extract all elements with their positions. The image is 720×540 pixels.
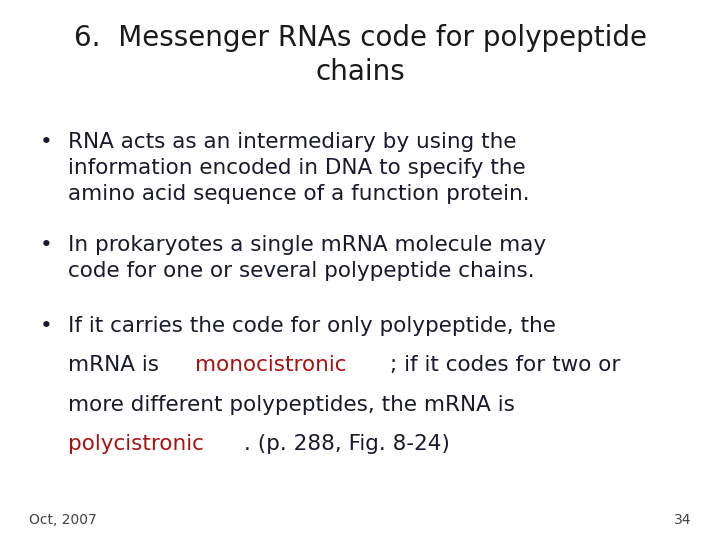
Text: polycistronic: polycistronic xyxy=(68,434,204,454)
Text: Oct, 2007: Oct, 2007 xyxy=(29,512,96,526)
Text: 34: 34 xyxy=(674,512,691,526)
Text: mRNA is: mRNA is xyxy=(68,355,166,375)
Text: more different polypeptides, the mRNA is: more different polypeptides, the mRNA is xyxy=(68,395,516,415)
Text: 6.  Messenger RNAs code for polypeptide
chains: 6. Messenger RNAs code for polypeptide c… xyxy=(73,24,647,86)
Text: monocistronic: monocistronic xyxy=(194,355,346,375)
Text: •: • xyxy=(40,235,53,255)
Text: •: • xyxy=(40,316,53,336)
Text: RNA acts as an intermediary by using the
information encoded in DNA to specify t: RNA acts as an intermediary by using the… xyxy=(68,132,530,204)
Text: . (p. 288, Fig. 8-24): . (p. 288, Fig. 8-24) xyxy=(244,434,449,454)
Text: ; if it codes for two or: ; if it codes for two or xyxy=(390,355,621,375)
Text: If it carries the code for only polypeptide, the: If it carries the code for only polypept… xyxy=(68,316,557,336)
Text: •: • xyxy=(40,132,53,152)
Text: In prokaryotes a single mRNA molecule may
code for one or several polypeptide ch: In prokaryotes a single mRNA molecule ma… xyxy=(68,235,546,280)
